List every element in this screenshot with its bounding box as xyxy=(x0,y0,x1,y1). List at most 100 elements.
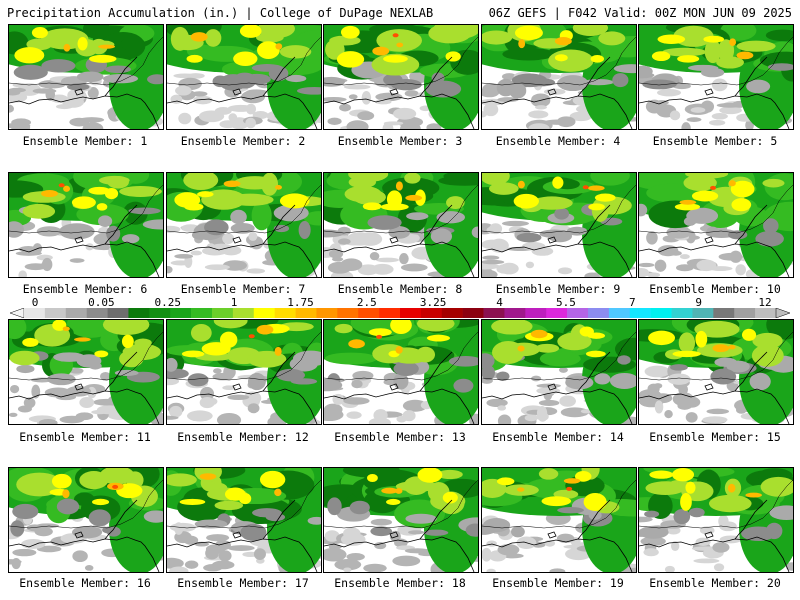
precip-contour xyxy=(98,44,116,49)
ensemble-member-label: Ensemble Member: 8 xyxy=(337,282,463,296)
precip-contour xyxy=(62,326,70,332)
precip-contour xyxy=(417,468,443,483)
precip-contour xyxy=(554,54,568,62)
precip-contour xyxy=(344,185,382,203)
ensemble-map-panel xyxy=(166,319,322,425)
precip-contour xyxy=(51,473,72,489)
precip-contour xyxy=(334,558,362,571)
precip-contour xyxy=(376,334,383,339)
ensemble-map-panel xyxy=(8,24,164,130)
precip-contour xyxy=(524,414,539,422)
precip-contour xyxy=(548,49,594,72)
coastline xyxy=(704,383,714,391)
ensemble-map-panel xyxy=(323,24,479,130)
precip-contour xyxy=(167,473,197,487)
precip-contour xyxy=(390,79,422,91)
precip-contour xyxy=(15,251,42,256)
precip-contour xyxy=(670,364,688,371)
precip-contour xyxy=(346,552,365,561)
precip-contour xyxy=(639,262,655,268)
precip-contour xyxy=(392,33,399,38)
coastline xyxy=(419,499,453,540)
precip-contour xyxy=(587,185,605,191)
precip-contour xyxy=(324,96,347,103)
precip-contour xyxy=(44,387,72,398)
precip-contour xyxy=(259,470,286,489)
colorbar-swatch xyxy=(274,308,296,318)
colorbar-swatch xyxy=(295,308,317,318)
precip-contour xyxy=(373,409,388,422)
ensemble-member-label: Ensemble Member: 1 xyxy=(22,134,148,148)
precip-contour xyxy=(119,350,144,368)
precip-contour xyxy=(671,468,695,482)
precip-contour xyxy=(501,220,529,227)
precip-contour xyxy=(348,176,377,189)
precip-contour xyxy=(645,481,686,496)
precip-contour xyxy=(583,492,607,511)
precip-contour xyxy=(511,526,525,538)
precip-contour xyxy=(502,47,555,61)
precip-contour xyxy=(16,472,63,497)
precip-contour xyxy=(657,34,686,44)
precip-contour xyxy=(651,51,671,62)
precip-contour xyxy=(518,38,526,49)
colorbar-swatch xyxy=(462,308,484,318)
precip-contour xyxy=(736,51,754,60)
precip-contour xyxy=(735,264,746,276)
precip-contour xyxy=(107,175,129,189)
precip-contour xyxy=(324,408,344,422)
precip-contour xyxy=(388,226,411,239)
precip-contour xyxy=(712,542,730,553)
precip-contour xyxy=(728,180,736,187)
precip-contour xyxy=(497,544,520,556)
colorbar-swatch xyxy=(650,308,672,318)
coastline xyxy=(734,204,768,245)
precip-contour xyxy=(31,27,48,39)
precip-contour xyxy=(609,372,636,389)
precip-contour xyxy=(89,54,117,63)
precip-contour xyxy=(183,173,219,191)
precip-contour xyxy=(538,468,559,480)
precip-contour xyxy=(489,223,503,235)
precip-contour xyxy=(431,72,445,84)
precip-contour xyxy=(535,105,547,110)
colorbar-tick-label: 0.05 xyxy=(88,296,115,309)
precip-contour xyxy=(343,527,361,540)
precip-contour xyxy=(79,117,105,123)
precip-contour xyxy=(120,36,145,52)
state-border xyxy=(324,479,478,529)
colorbar-swatch xyxy=(692,308,714,318)
precip-contour xyxy=(594,193,616,202)
precip-contour xyxy=(393,361,419,377)
precip-map xyxy=(324,320,478,424)
precip-contour xyxy=(639,267,649,277)
precip-contour xyxy=(590,173,630,186)
precip-contour xyxy=(583,79,614,86)
precip-contour xyxy=(497,405,507,411)
precip-contour xyxy=(298,221,311,240)
precip-contour xyxy=(233,51,258,66)
ensemble-member-label: Ensemble Member: 7 xyxy=(180,282,306,296)
precip-contour xyxy=(489,182,519,195)
precip-contour xyxy=(669,110,681,121)
coastline xyxy=(419,351,453,392)
ensemble-member-label: Ensemble Member: 16 xyxy=(19,576,151,590)
precip-contour xyxy=(703,35,725,43)
colorbar-swatch xyxy=(734,308,756,318)
precip-contour xyxy=(251,64,283,72)
precip-contour xyxy=(187,73,205,79)
precip-contour xyxy=(186,410,213,422)
colorbar-swatch xyxy=(546,308,568,318)
precip-contour xyxy=(639,65,653,77)
colorbar-swatch xyxy=(65,308,87,318)
precip-contour xyxy=(370,518,393,526)
precip-contour xyxy=(275,185,282,190)
precip-contour xyxy=(273,224,290,233)
precip-contour xyxy=(395,346,403,354)
precip-contour xyxy=(685,173,729,179)
precip-contour xyxy=(346,120,369,129)
state-border xyxy=(167,36,321,86)
state-border xyxy=(639,479,793,529)
precip-contour xyxy=(711,113,728,120)
precip-contour xyxy=(9,104,15,113)
